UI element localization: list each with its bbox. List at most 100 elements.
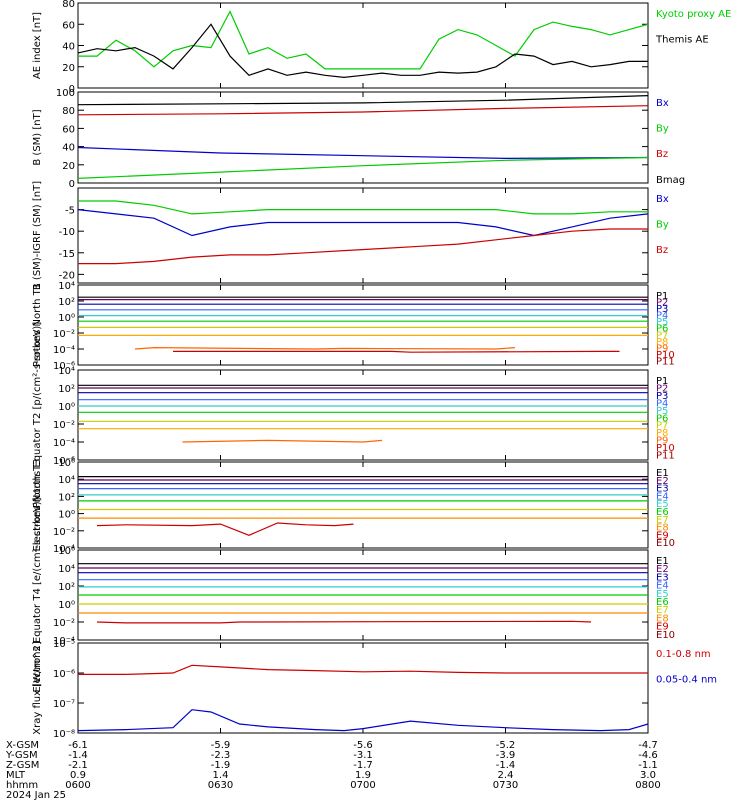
legend-themis-ae: Themis AE — [655, 35, 709, 46]
legend-p2: P2 — [656, 298, 668, 309]
legend-bmag: Bmag — [656, 175, 685, 186]
legend-e6: E6 — [656, 597, 669, 608]
series-bz — [78, 228, 648, 265]
y-tick-label: 10² — [58, 492, 75, 503]
y-tick-label: -15 — [59, 249, 75, 260]
y-tick-label: 20 — [62, 161, 75, 172]
x-row-label-mlt: MLT — [6, 770, 26, 781]
legend-p9: P9 — [656, 343, 668, 354]
panel-3: -20 -15 -10 -5 B (SM)-IGRF (SM) [nT] Bx By Bz — [32, 181, 669, 290]
legend-e2: E2 — [656, 476, 669, 487]
x-row-value: -1.9 — [211, 760, 231, 771]
y-tick-label: 10⁰ — [58, 510, 75, 521]
x-axis-date: 2024 Jan 25 — [6, 790, 66, 800]
legend-p10: P10 — [656, 443, 675, 454]
legend-p7: P7 — [656, 421, 668, 432]
x-row-label-y-gsm: Y-GSM — [5, 750, 38, 761]
x-row-label-z-gsm: Z-GSM — [6, 760, 39, 771]
panel-2: 0 20 40 60 80 100 B (SM) [nT] Bx By Bz Bmag — [32, 88, 685, 190]
y-axis-label: Protons North T1 — [32, 283, 43, 367]
legend-p1: P1 — [656, 291, 668, 302]
y-tick-label: 10⁻⁸ — [53, 729, 75, 740]
y-tick-label: 10⁰ — [58, 313, 75, 324]
y-tick-label: 60 — [62, 20, 75, 31]
x-row-value: 0630 — [208, 780, 233, 791]
legend-e9: E9 — [656, 622, 669, 633]
x-row-value: -2.1 — [68, 760, 88, 771]
y-tick-label: -20 — [59, 270, 75, 281]
y-tick-label: 10⁴ — [58, 366, 75, 377]
x-row-label-hhmm: hhmm — [6, 780, 38, 791]
y-tick-label: 10⁻² — [53, 618, 75, 629]
y-tick-label: 80 — [62, 0, 75, 10]
x-row-value: 0800 — [635, 780, 660, 791]
legend-by: By — [656, 220, 669, 231]
y-tick-label: 10⁻² — [53, 527, 75, 538]
legend-p10: P10 — [656, 350, 675, 361]
y-axis-label: B (SM)-IGRF (SM) [nT] — [32, 181, 43, 290]
legend-e10: E10 — [656, 538, 675, 549]
legend-p5: P5 — [656, 317, 668, 328]
x-row-value: -5.2 — [496, 740, 516, 751]
panel-8: 10⁻⁸ 10⁻⁷ 10⁻⁶ 10⁻⁵ Xray flux [W/m^2] 0.1-0.8… — [32, 639, 717, 740]
legend-e7: E7 — [656, 515, 669, 526]
y-tick-label: 10⁻² — [53, 420, 75, 431]
legend-e6: E6 — [656, 507, 669, 518]
y-tick-label: 40 — [62, 143, 75, 154]
x-row-value: 3.0 — [640, 770, 656, 781]
x-row-value: -1.7 — [353, 760, 373, 771]
legend-p1: P1 — [656, 376, 668, 387]
x-row-value: -6.1 — [68, 740, 88, 751]
x-row-value: 0700 — [350, 780, 375, 791]
y-tick-label: 80 — [62, 106, 75, 117]
legend-e1: E1 — [656, 556, 669, 567]
series-e9 — [96, 522, 354, 536]
y-tick-label: 10⁰ — [58, 402, 75, 413]
legend-p5: P5 — [656, 406, 668, 417]
x-row-value: 2.4 — [498, 770, 514, 781]
legend-bx: Bx — [656, 194, 669, 205]
x-row-value: -4.6 — [638, 750, 658, 761]
legend-p11: P11 — [656, 451, 675, 462]
x-row-value: -3.9 — [496, 750, 516, 761]
y-tick-label: 40 — [62, 42, 75, 53]
panel-7: 10⁻⁴ 10⁻² 10⁰ 10² 10⁴ 10⁶ Electrons Equator T4… — [32, 497, 675, 692]
legend-p8: P8 — [656, 337, 668, 348]
x-row-value: -4.7 — [638, 740, 658, 751]
panel-frame — [77, 369, 649, 461]
legend-p7: P7 — [656, 330, 668, 341]
legend-e8: E8 — [656, 613, 669, 624]
panel-frame — [77, 187, 649, 284]
legend-p3: P3 — [656, 391, 668, 402]
legend-e3: E3 — [656, 572, 669, 583]
y-tick-label: 10⁻⁶ — [53, 669, 75, 680]
y-axis-label: Electrons North T3 — [32, 458, 43, 551]
legend-e5: E5 — [656, 499, 669, 510]
legend-p8: P8 — [656, 428, 668, 439]
x-row-value: -1.4 — [496, 760, 516, 771]
y-tick-label: -5 — [65, 206, 75, 217]
y-axis-label: Protons Equator T2 [p/(cm²-s-sr-keV)] — [32, 322, 43, 509]
x-row-value: -3.1 — [353, 750, 373, 761]
series-p9 — [134, 346, 516, 350]
y-tick-label: 20 — [62, 63, 75, 74]
y-tick-label: 10⁴ — [58, 475, 75, 486]
legend-e2: E2 — [656, 564, 669, 575]
legend-e1: E1 — [656, 468, 669, 479]
x-row-value: 0.9 — [70, 770, 86, 781]
y-tick-label: -10 — [59, 227, 75, 238]
x-row-value: -1.1 — [638, 760, 658, 771]
y-tick-label: 0 — [69, 179, 75, 190]
legend-p6: P6 — [656, 324, 668, 335]
y-axis-label: B (SM) [nT] — [32, 109, 43, 165]
x-row-value: -1.4 — [68, 750, 88, 761]
legend-p6: P6 — [656, 413, 668, 424]
y-tick-label: 60 — [62, 124, 75, 135]
series-kyoto-proxy-ae — [78, 10, 649, 70]
panel-frame — [77, 642, 649, 734]
y-tick-label: 100 — [56, 88, 75, 99]
panel-1: 0 20 40 60 80 AE index [nT] Kyoto proxy AE Them… — [32, 0, 731, 95]
x-row-value: -5.9 — [211, 740, 231, 751]
series-themis-ae — [77, 23, 648, 79]
